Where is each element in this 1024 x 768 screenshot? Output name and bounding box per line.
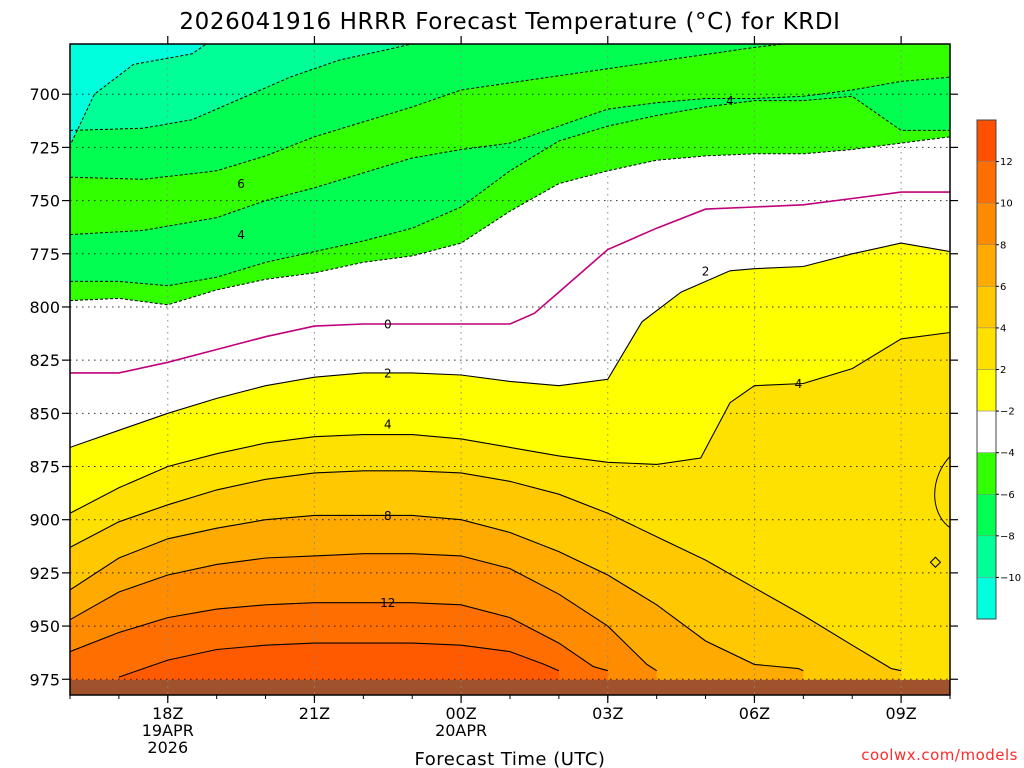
ground-surface (70, 679, 950, 695)
contour-label-text: 8 (384, 509, 392, 523)
contour-line (70, 44, 208, 147)
contour-line (70, 191, 950, 374)
contour-label: 4 (726, 94, 734, 108)
contour-line (70, 553, 657, 672)
x-tick-label: 09Z (885, 704, 916, 723)
contour-label-text: 6 (237, 177, 245, 191)
contour-label-text: 2 (702, 264, 710, 278)
contour-label-text: 12 (380, 596, 395, 610)
grid-lines (70, 44, 950, 695)
colorbar-segment (976, 161, 997, 204)
contour-label-text: 4 (237, 228, 245, 242)
contour-label: 2 (702, 264, 710, 278)
y-tick-label: 900 (29, 511, 60, 530)
contour-line (70, 44, 414, 131)
contour-label: 0 (384, 317, 392, 331)
contour-line (70, 242, 950, 448)
contour-label-text: 4 (795, 377, 803, 391)
contour-label: 4 (237, 228, 245, 242)
colorbar-tick-label: 4 (1000, 323, 1006, 334)
colorbar-segment (976, 244, 997, 287)
contour-label: 12 (380, 596, 395, 610)
contour-closed-small (929, 556, 942, 568)
contour-label-text: 4 (384, 417, 392, 431)
y-tick-label: 700 (29, 85, 60, 104)
colorbar-tick-label: −10 (1000, 573, 1021, 584)
contour-line (118, 642, 560, 678)
contour-label: 8 (384, 509, 392, 523)
colorbar-tick-label: −2 (1000, 407, 1015, 418)
x-axis-label: Forecast Time (UTC) (415, 749, 606, 768)
contour-label-text: 4 (726, 94, 734, 108)
colorbar: −10 −8 −6 −4 −2 2 4 6 8 10 12 (976, 119, 1021, 620)
colorbar-tick-label: 6 (1000, 282, 1006, 293)
y-tick-label: 825 (29, 351, 60, 370)
x-tick-label: 18Z (152, 704, 183, 723)
colorbar-segment (976, 286, 997, 329)
colorbar-segment (976, 452, 997, 495)
contour-label: 6 (237, 177, 245, 191)
colorbar-segment (976, 577, 997, 620)
colorbar-segment (976, 410, 997, 453)
contour-line (70, 76, 950, 236)
y-tick-label: 975 (29, 670, 60, 689)
contour-line (70, 514, 804, 672)
contour-lines (70, 44, 950, 678)
colorbar-tick-label: −4 (1000, 448, 1015, 459)
colorbar-segment (976, 119, 997, 162)
contour-label: 4 (384, 417, 392, 431)
contour-label-text: 0 (384, 317, 392, 331)
colorbar-tick-label: −8 (1000, 531, 1015, 542)
contour-labels: 6 4 4 0 2 2 4 4 8 12 (237, 94, 803, 610)
fill-cold-band-corner (70, 44, 242, 146)
y-tick-label: 875 (29, 458, 60, 477)
y-tick-label: 800 (29, 298, 60, 317)
contour-label: 2 (384, 366, 392, 380)
fill-cold-band-top (70, 44, 462, 131)
y-axis-pressure: 700 725 750 775 800 825 850 875 900 925 950 975 (29, 85, 958, 689)
y-tick-label: 775 (29, 245, 60, 264)
colorbar-tick-label: 2 (1000, 365, 1006, 376)
y-tick-label: 850 (29, 404, 60, 423)
colorbar-segment (976, 494, 997, 537)
contour-label-text: 2 (384, 366, 392, 380)
colorbar-segment (976, 535, 997, 578)
contour-label: 4 (795, 377, 803, 391)
colorbar-segment (976, 369, 997, 412)
contour-line (70, 470, 902, 672)
credit-text: coolwx.com/models (861, 746, 1018, 764)
contour-line (70, 44, 789, 180)
x-tick-label: 00Z (445, 704, 476, 723)
y-tick-label: 950 (29, 617, 60, 636)
contour-line (70, 95, 950, 287)
contour-line (70, 331, 950, 514)
contour-line (70, 602, 608, 672)
x-tick-label: 03Z (592, 704, 623, 723)
contour-line (70, 136, 950, 306)
colorbar-tick-label: 8 (1000, 240, 1006, 251)
x-tick-label: 06Z (739, 704, 770, 723)
colorbar-segment (976, 202, 997, 246)
x-tick-label: 21Z (299, 704, 330, 723)
y-tick-label: 750 (29, 192, 60, 211)
colorbar-segment (976, 327, 997, 370)
colorbar-tick-label: 12 (1000, 157, 1013, 168)
y-tick-label: 925 (29, 564, 60, 583)
chart-title: 2026041916 HRRR Forecast Temperature (°C… (179, 9, 840, 35)
x-tick-label: 19APR (142, 721, 194, 740)
contour-edge-right (934, 455, 950, 529)
x-tick-label: 20APR (435, 721, 487, 740)
temperature-fill-layer (70, 44, 950, 695)
y-tick-label: 725 (29, 138, 60, 157)
colorbar-tick-label: −6 (1000, 490, 1015, 501)
colorbar-tick-label: 10 (1000, 199, 1013, 210)
x-tick-label: 2026 (147, 738, 188, 757)
